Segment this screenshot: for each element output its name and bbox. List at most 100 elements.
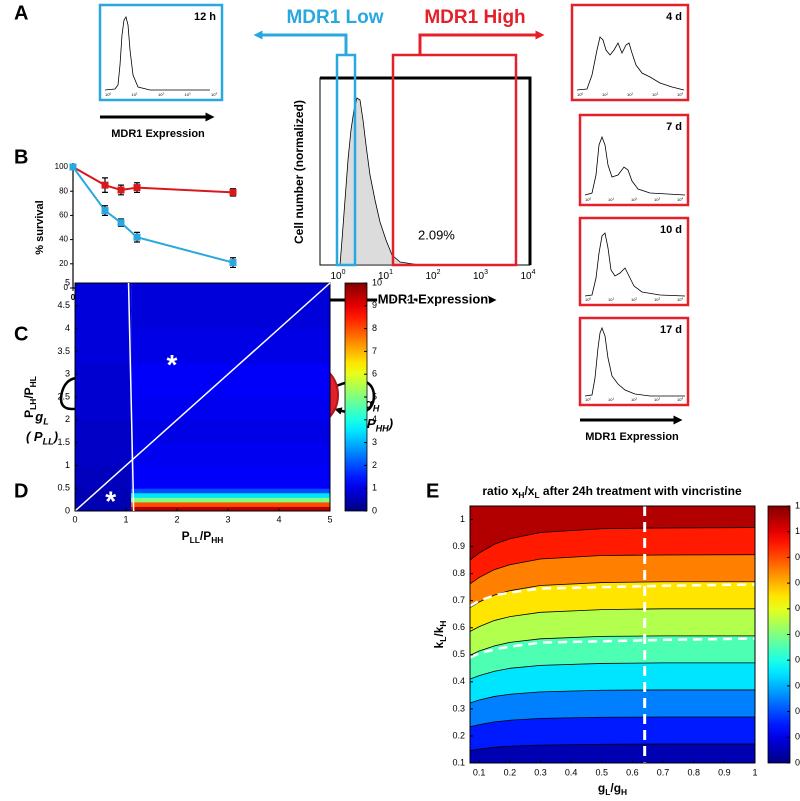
y-tick-label: 3.5 bbox=[57, 346, 70, 356]
label-index: H bbox=[621, 787, 627, 797]
label-part: 10 bbox=[677, 397, 682, 402]
label-part: 10 bbox=[211, 92, 216, 97]
y-tick-label: 100 bbox=[55, 162, 69, 171]
label-part: 10 bbox=[520, 271, 532, 282]
rate-label: gL bbox=[34, 409, 49, 427]
plot-frame bbox=[469, 505, 756, 764]
x-axis-label: MDR1 Expression bbox=[378, 291, 489, 306]
histogram-12h bbox=[98, 3, 224, 102]
colorbar-tick-label: 1.1 bbox=[795, 500, 800, 510]
y-tick-label: 80 bbox=[59, 186, 68, 195]
label-index: 2 bbox=[635, 196, 637, 200]
contour-line bbox=[469, 554, 756, 585]
label-index: 3 bbox=[189, 91, 191, 95]
histogram-7d bbox=[578, 113, 690, 207]
colorbar-tick-label: 3 bbox=[372, 437, 377, 447]
label-part: g bbox=[598, 781, 605, 795]
x-tick-label: 101 bbox=[608, 196, 614, 202]
colorbar-tick-label: 6 bbox=[372, 369, 377, 379]
x-tick-label: 0.3 bbox=[534, 767, 547, 777]
heatmap-cell bbox=[75, 497, 132, 503]
colorbar-tick-label: 1 bbox=[372, 483, 377, 493]
contour-band bbox=[470, 717, 755, 751]
label-index: 2 bbox=[635, 396, 637, 400]
y-tick-label: 0 bbox=[65, 505, 70, 515]
label-index: 2 bbox=[437, 269, 441, 276]
x-tick-label: 102 bbox=[631, 196, 637, 202]
contour-line bbox=[469, 581, 755, 609]
y-tick-label: 0.8 bbox=[452, 568, 465, 578]
colorbar-tick-label: 10 bbox=[372, 277, 382, 287]
colorbar-tick-label: 1 bbox=[795, 526, 800, 536]
panel-label: B bbox=[14, 146, 28, 168]
label-part: after 24h treatment with vincristine bbox=[540, 484, 742, 498]
boundary-line bbox=[127, 282, 135, 512]
chart-title: ratio xH/xL after 24h treatment with vin… bbox=[482, 484, 742, 500]
contour-line bbox=[469, 716, 755, 728]
data-point bbox=[133, 233, 141, 241]
label-part: 10 bbox=[473, 271, 485, 282]
dashed-curve bbox=[469, 583, 756, 608]
colorbar-tick-label: 8 bbox=[372, 323, 377, 333]
x-tick-label: 104 bbox=[677, 196, 683, 202]
boundary-line bbox=[74, 282, 331, 512]
data-point bbox=[117, 219, 125, 227]
y-tick-label: 4 bbox=[65, 323, 70, 333]
label-index: H bbox=[518, 490, 524, 500]
label-part: /g bbox=[610, 781, 621, 795]
x-axis-label: MDR1 Expression bbox=[111, 128, 205, 140]
x-tick-label: 0.8 bbox=[687, 767, 700, 777]
rate-label: gH bbox=[364, 396, 380, 414]
label-part: /P bbox=[200, 529, 211, 543]
histogram-label: 7 d bbox=[666, 121, 682, 133]
y-tick-label: 1 bbox=[460, 514, 465, 524]
x-tick-label: 101 bbox=[602, 91, 608, 97]
heatmap-cell bbox=[131, 497, 330, 503]
contour-band bbox=[470, 506, 755, 561]
heatmap-cell bbox=[131, 492, 330, 498]
contour-band bbox=[470, 662, 755, 703]
x-tick-label: 101 bbox=[608, 296, 614, 302]
label-index: LL bbox=[190, 535, 200, 545]
y-tick-label: 2 bbox=[65, 414, 70, 424]
x-tick-label: 101 bbox=[378, 269, 393, 282]
x-tick-label: 103 bbox=[654, 296, 660, 302]
label-index: 2 bbox=[162, 91, 164, 95]
gate-label: MDR1 High bbox=[424, 7, 525, 28]
gate-label: MDR1 Low bbox=[286, 7, 383, 28]
x-tick-label: 102 bbox=[158, 91, 164, 97]
x-tick-label: 1 bbox=[123, 514, 128, 524]
y-axis-label: kL/kH bbox=[432, 621, 448, 649]
colorbar-tick-label: 0.6 bbox=[795, 629, 800, 639]
y-tick-label: 2.5 bbox=[57, 391, 70, 401]
histogram-label: 17 d bbox=[660, 324, 682, 336]
heatmap-cell bbox=[75, 506, 132, 512]
data-point bbox=[229, 259, 237, 267]
label-index: 0 bbox=[581, 91, 583, 95]
label-part: P bbox=[22, 410, 36, 418]
y-tick-label: 40 bbox=[59, 235, 68, 244]
label-index: 2 bbox=[631, 91, 633, 95]
label-index: 3 bbox=[484, 269, 488, 276]
x-tick-label: 103 bbox=[654, 196, 660, 202]
label-part: 10 bbox=[184, 92, 189, 97]
data-point bbox=[69, 163, 77, 171]
label-index: 3 bbox=[658, 296, 660, 300]
contour-band bbox=[470, 608, 755, 656]
heatmap-cell bbox=[75, 465, 132, 489]
contour-band bbox=[470, 635, 755, 680]
x-tick-label: 100 bbox=[585, 196, 591, 202]
label-part: ( P bbox=[26, 429, 43, 444]
label-part: 10 bbox=[585, 297, 590, 302]
x-tick-label: 0 bbox=[71, 293, 76, 302]
x-tick-label: 101 bbox=[131, 91, 137, 97]
histogram-4d bbox=[570, 3, 690, 102]
heatmap-cell bbox=[75, 397, 132, 421]
x-tick-label: 2 bbox=[174, 514, 179, 524]
label-part: ) bbox=[387, 416, 393, 431]
label-part: g bbox=[364, 396, 373, 411]
label-part: 10 bbox=[677, 197, 682, 202]
label-index: 4 bbox=[215, 91, 217, 95]
x-tick-label: 101 bbox=[608, 396, 614, 402]
label-part: 10 bbox=[631, 197, 636, 202]
